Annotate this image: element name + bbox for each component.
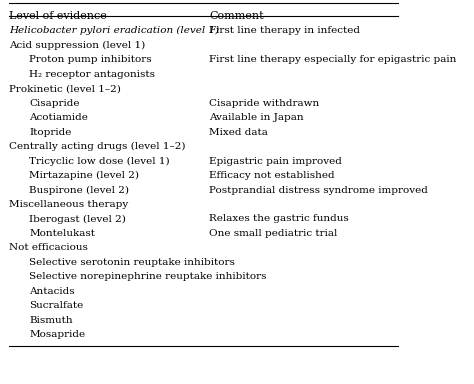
Text: Acid suppression (level 1): Acid suppression (level 1): [9, 41, 146, 50]
Text: Iberogast (level 2): Iberogast (level 2): [29, 215, 126, 223]
Text: One small pediatric trial: One small pediatric trial: [210, 229, 338, 238]
Text: Montelukast: Montelukast: [29, 229, 95, 238]
Text: Tricyclic low dose (level 1): Tricyclic low dose (level 1): [29, 157, 170, 166]
Text: Comment: Comment: [210, 11, 264, 21]
Text: Level of evidence: Level of evidence: [9, 11, 107, 21]
Text: Helicobacter pylori eradication (level 1): Helicobacter pylori eradication (level 1…: [9, 26, 219, 35]
Text: Sucralfate: Sucralfate: [29, 301, 83, 310]
Text: Efficacy not established: Efficacy not established: [210, 171, 335, 180]
Text: Available in Japan: Available in Japan: [210, 113, 304, 122]
Text: Mixed data: Mixed data: [210, 127, 268, 137]
Text: H₂ receptor antagonists: H₂ receptor antagonists: [29, 70, 155, 79]
Text: Cisapride: Cisapride: [29, 99, 80, 108]
Text: Selective norepinephrine reuptake inhibitors: Selective norepinephrine reuptake inhibi…: [29, 272, 267, 281]
Text: Cisapride withdrawn: Cisapride withdrawn: [210, 99, 320, 108]
Text: Mirtazapine (level 2): Mirtazapine (level 2): [29, 171, 139, 180]
Text: Postprandial distress syndrome improved: Postprandial distress syndrome improved: [210, 185, 428, 195]
Text: Mosapride: Mosapride: [29, 330, 85, 339]
Text: Miscellaneous therapy: Miscellaneous therapy: [9, 200, 128, 209]
Text: Epigastric pain improved: Epigastric pain improved: [210, 157, 342, 166]
Text: Proton pump inhibitors: Proton pump inhibitors: [29, 55, 152, 64]
Text: Itopride: Itopride: [29, 127, 72, 137]
Text: First line therapy in infected: First line therapy in infected: [210, 26, 361, 35]
Text: Bismuth: Bismuth: [29, 316, 73, 325]
Text: Not efficacious: Not efficacious: [9, 243, 88, 252]
Text: Acotiamide: Acotiamide: [29, 113, 88, 122]
Text: Relaxes the gastric fundus: Relaxes the gastric fundus: [210, 215, 349, 223]
Text: Buspirone (level 2): Buspirone (level 2): [29, 185, 129, 195]
Text: First line therapy especially for epigastric pain: First line therapy especially for epigas…: [210, 55, 457, 64]
Text: Centrally acting drugs (level 1–2): Centrally acting drugs (level 1–2): [9, 142, 186, 151]
Text: Selective serotonin reuptake inhibitors: Selective serotonin reuptake inhibitors: [29, 258, 235, 267]
Text: Antacids: Antacids: [29, 287, 75, 296]
Text: Prokinetic (level 1–2): Prokinetic (level 1–2): [9, 84, 121, 93]
